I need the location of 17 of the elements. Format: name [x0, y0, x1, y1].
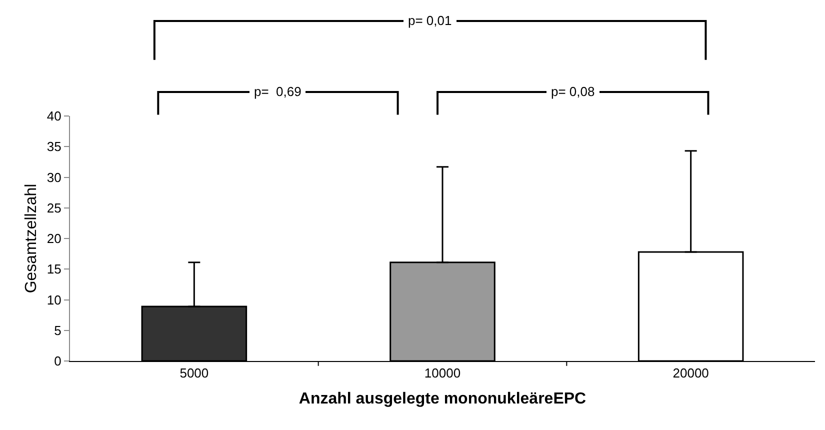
y-tick-label: 40 — [46, 108, 62, 124]
y-tick-label: 25 — [46, 200, 62, 216]
y-tick-label: 35 — [46, 139, 62, 154]
y-tick-label: 5 — [54, 322, 62, 338]
text: p= 0,01 — [408, 13, 452, 28]
y-tick-label: 15 — [46, 262, 62, 277]
y-tick-label: 10 — [46, 292, 62, 308]
text: p= 0,08 — [551, 84, 595, 99]
y-axis-title: Gesamtzellzahl — [22, 184, 40, 294]
y-tick-label: 20 — [46, 231, 62, 246]
x-tick-label: 10000 — [424, 366, 461, 381]
x-tick-label: 20000 — [672, 366, 709, 381]
text: p= 0,69 — [254, 84, 302, 99]
x-axis-title: Anzahl ausgelegte mononukleäreEPC — [298, 390, 587, 408]
x-tick-label: 5000 — [180, 366, 209, 381]
y-tick-label: 30 — [46, 170, 62, 185]
y-tick-label: 0 — [54, 354, 62, 369]
